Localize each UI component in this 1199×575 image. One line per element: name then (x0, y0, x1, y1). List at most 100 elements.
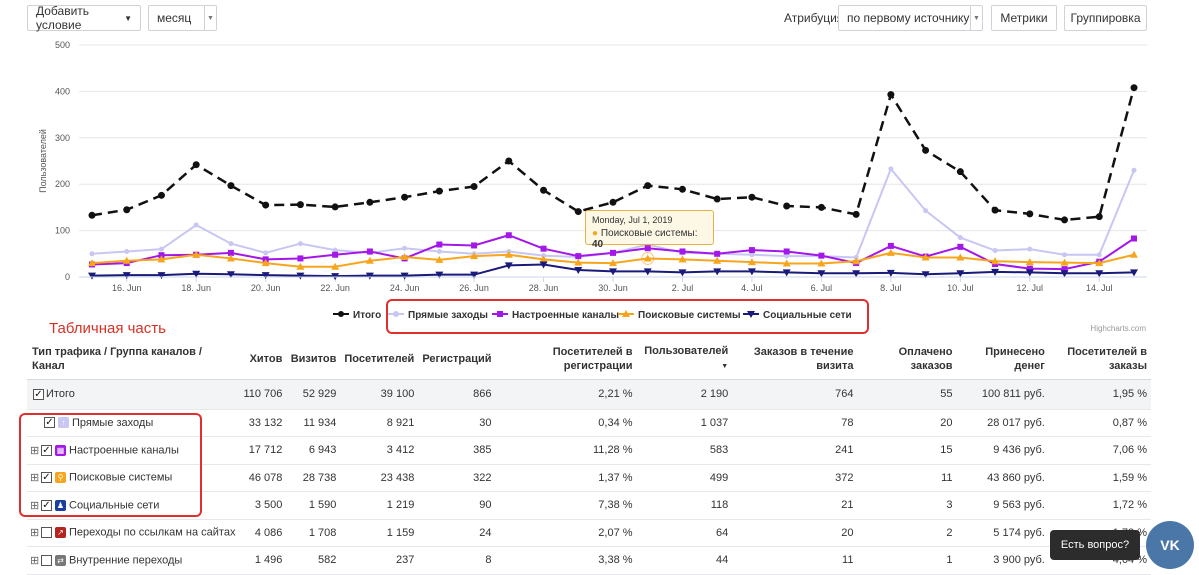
data-point (817, 203, 825, 211)
cell-users[interactable]: 1 037 (636, 409, 733, 437)
legend-label: Прямые заходы (408, 310, 488, 321)
cell-orders[interactable]: 241 (732, 436, 858, 465)
help-chat-button[interactable]: Есть вопрос? (1050, 530, 1140, 560)
col-header-conv-order[interactable]: Посетителей в заказы (1048, 339, 1151, 380)
cell-hits: 4 086 (239, 519, 287, 547)
col-header-users[interactable]: Пользователей ▼ (636, 339, 733, 380)
legend-marker (497, 311, 503, 317)
col-header-conv-reg[interactable]: Посетителей в регистрации (495, 339, 637, 380)
data-point (852, 210, 860, 218)
table-row: ⊞ ✓ ⚲ Поисковые системы 46 078 28 738 23 438 32… (27, 464, 1151, 492)
expand-icon[interactable]: ⊞ (30, 527, 40, 540)
data-point (470, 183, 478, 191)
data-point (817, 270, 826, 278)
data-point (609, 268, 617, 276)
data-point (1130, 269, 1138, 277)
chart-tooltip: Monday, Jul 1, 2019 ● Поисковые системы:… (585, 210, 714, 250)
users-line-chart: 500 400 300 200 100 0 Пользователей 16. Jun 18. … (38, 40, 1147, 333)
legend-item[interactable]: Итого (333, 310, 381, 321)
chart-credits: Highcharts.com (1090, 324, 1146, 333)
data-point (1026, 210, 1034, 218)
expand-icon[interactable]: ⊞ (30, 499, 40, 512)
grouping-label: Группировка (1070, 11, 1141, 25)
row-label: Переходы по ссылкам на сайтах (69, 526, 236, 539)
col-header-visits[interactable]: Визитов (286, 339, 341, 380)
data-point (505, 157, 513, 165)
data-point (923, 208, 929, 214)
row-checkbox[interactable]: ✓ (41, 444, 52, 456)
cell-orders[interactable]: 78 (732, 409, 858, 437)
col-header-type[interactable]: Тип трафика / Группа каналов / Канал (27, 339, 240, 380)
cell-users[interactable]: 64 (636, 519, 733, 547)
data-point (400, 253, 409, 261)
data-point (678, 269, 687, 277)
cell-users[interactable]: 44 (636, 546, 733, 575)
expand-icon[interactable]: ⊞ (30, 444, 40, 457)
cell-conv_order: 1,95 % (1048, 379, 1151, 410)
data-point (88, 272, 96, 280)
row-checkbox[interactable]: ✓ (41, 472, 52, 484)
cell-users[interactable]: 118 (636, 491, 733, 520)
data-point (262, 201, 270, 209)
row-checkbox[interactable]: ✓ (33, 388, 44, 400)
col-header-orders[interactable]: Заказов в течение визита (732, 339, 858, 380)
data-point (331, 203, 339, 211)
cell-orders[interactable]: 21 (732, 491, 858, 520)
col-header-paid[interactable]: Оплачено заказов (857, 339, 957, 380)
data-point (192, 250, 201, 258)
data-point (297, 255, 304, 262)
x-tick-label: 2. Jul (672, 283, 694, 293)
legend-marker (338, 311, 344, 317)
data-point (228, 241, 234, 247)
col-header-visitors[interactable]: Посетителей (340, 339, 419, 380)
legend-item[interactable]: Поисковые системы (618, 310, 741, 321)
col-header-registrations[interactable]: Регистраций (418, 339, 496, 380)
table-row: ⊞ ↗ Переходы по ссылкам на сайтах 4 086 1 70… (27, 519, 1151, 547)
row-checkbox[interactable] (41, 554, 52, 566)
row-checkbox[interactable]: ✓ (41, 499, 52, 511)
data-point (122, 272, 131, 280)
cell-orders[interactable]: 11 (732, 546, 858, 575)
row-checkbox[interactable]: ✓ (44, 417, 55, 429)
data-point (366, 248, 373, 255)
data-point (887, 242, 894, 249)
row-checkbox[interactable] (41, 527, 52, 539)
cell-visitors: 1 159 (340, 519, 419, 547)
data-point (574, 208, 582, 216)
cell-users[interactable]: 499 (636, 464, 733, 492)
legend-item[interactable]: Прямые заходы (388, 310, 488, 321)
y-tick-label: 100 (55, 226, 70, 236)
data-point (471, 242, 478, 249)
vk-icon[interactable]: VK (1146, 521, 1194, 569)
cell-paid: 15 (857, 436, 957, 465)
grouping-button[interactable]: Группировка (1064, 5, 1147, 31)
metrics-button[interactable]: Метрики (991, 5, 1057, 31)
data-point (296, 272, 305, 280)
cell-orders[interactable]: 372 (732, 464, 858, 492)
add-condition-button[interactable]: Добавить условие ▼ (27, 4, 141, 32)
attribution-select[interactable]: по первому источнику ▼ (838, 5, 983, 31)
data-point (123, 206, 131, 214)
cell-users[interactable]: 2 190 (636, 379, 733, 410)
cell-hits: 17 712 (239, 436, 287, 465)
expand-icon[interactable]: ⊞ (30, 472, 40, 485)
col-header-hits[interactable]: Хитов (239, 339, 287, 380)
data-point (1025, 258, 1034, 266)
cell-orders[interactable]: 20 (732, 519, 858, 547)
sort-desc-icon: ▼ (721, 362, 729, 370)
cell-orders[interactable]: 764 (732, 379, 858, 410)
cell-users[interactable]: 583 (636, 436, 733, 465)
period-select[interactable]: месяц ▼ (148, 5, 217, 31)
legend-item[interactable]: Настроенные каналы (492, 310, 619, 321)
x-tick-label: 18. Jun (181, 283, 211, 293)
cell-visitors: 8 921 (340, 409, 419, 437)
data-point (1061, 266, 1068, 273)
y-tick-label: 500 (55, 40, 70, 50)
col-header-money[interactable]: Принесено денег (956, 339, 1049, 380)
expand-icon[interactable]: ⊞ (30, 554, 40, 567)
data-point (886, 269, 895, 277)
data-point (784, 253, 790, 259)
data-point (887, 91, 895, 99)
legend-item[interactable]: Социальные сети (743, 310, 852, 321)
cell-visitors: 3 412 (340, 436, 419, 465)
